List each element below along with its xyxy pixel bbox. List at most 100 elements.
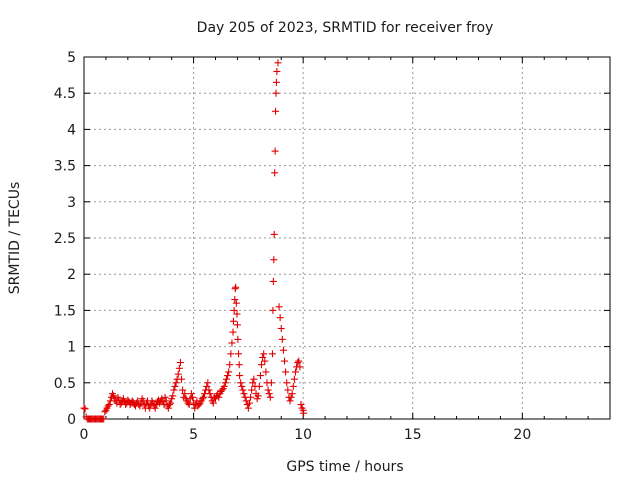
y-tick-label: 1.5	[54, 303, 76, 319]
data-point	[169, 392, 177, 400]
data-point	[110, 392, 118, 400]
data-point	[231, 296, 239, 304]
data-point	[221, 379, 229, 387]
y-tick-label: 2.5	[54, 231, 76, 247]
data-point	[119, 395, 127, 403]
data-point	[199, 393, 207, 401]
data-point	[282, 368, 290, 376]
data-point	[300, 409, 308, 417]
data-point	[105, 401, 113, 409]
x-tick-label: 20	[513, 427, 531, 443]
data-point	[281, 357, 289, 365]
data-point	[266, 393, 274, 401]
data-point	[172, 379, 180, 387]
data-point	[168, 395, 176, 403]
data-point	[296, 363, 304, 371]
chart-title: Day 205 of 2023, SRMTID for receiver fro…	[197, 20, 494, 36]
data-point	[198, 395, 206, 403]
data-point	[220, 382, 228, 390]
data-point	[283, 379, 291, 387]
data-point	[185, 401, 193, 409]
data-point	[262, 368, 270, 376]
x-axis-label: GPS time / hours	[286, 459, 403, 475]
data-point	[269, 277, 277, 285]
data-point	[81, 405, 89, 413]
data-point	[175, 364, 183, 372]
y-tick-label: 4	[67, 122, 76, 138]
data-point	[218, 386, 226, 394]
data-point	[235, 361, 243, 369]
data-point	[260, 350, 268, 358]
data-point	[187, 390, 195, 398]
x-tick-label: 10	[294, 427, 312, 443]
data-point	[275, 303, 283, 311]
data-point	[158, 395, 166, 403]
data-point	[256, 372, 264, 380]
data-point	[206, 390, 214, 398]
data-point	[247, 393, 255, 401]
data-point	[259, 353, 267, 361]
data-point	[279, 346, 287, 354]
data-point	[230, 306, 238, 314]
data-point	[228, 339, 236, 347]
data-point	[288, 390, 296, 398]
data-point	[297, 401, 305, 409]
x-tick-label: 5	[189, 427, 198, 443]
x-tick-label: 0	[80, 427, 89, 443]
data-point	[245, 399, 253, 407]
data-point	[271, 169, 279, 177]
data-point	[215, 393, 223, 401]
data-point	[291, 368, 299, 376]
data-point	[253, 395, 261, 403]
data-point	[171, 382, 179, 390]
data-point	[232, 299, 240, 307]
data-point	[159, 398, 167, 406]
data-point	[294, 359, 302, 367]
data-point	[178, 375, 186, 383]
y-tick-label: 4.5	[54, 86, 76, 102]
data-point	[170, 386, 178, 394]
y-tick-label: 5	[67, 50, 76, 66]
data-point	[237, 379, 245, 387]
data-point	[277, 325, 285, 332]
data-point	[258, 361, 266, 369]
data-point	[255, 382, 263, 390]
data-point	[238, 382, 246, 390]
data-point	[229, 328, 237, 336]
data-points	[80, 59, 308, 423]
data-point	[271, 147, 279, 155]
data-point	[212, 395, 219, 403]
data-point	[203, 382, 211, 390]
data-point	[248, 386, 256, 394]
data-point	[80, 404, 88, 412]
data-point	[286, 397, 294, 405]
data-point	[270, 256, 278, 264]
data-point	[181, 390, 189, 398]
data-point	[240, 390, 248, 398]
grid	[84, 57, 610, 419]
data-point	[204, 379, 212, 387]
y-tick-label: 0.5	[54, 376, 76, 392]
data-point	[233, 321, 241, 329]
y-tick-label: 0	[67, 412, 76, 428]
data-point	[165, 401, 173, 409]
data-point	[264, 386, 272, 394]
data-point	[152, 401, 160, 409]
data-point	[274, 59, 282, 67]
data-point	[114, 393, 122, 401]
y-axis-label: SRMTID / TECUs	[7, 182, 23, 295]
data-point	[244, 404, 252, 412]
data-point	[270, 230, 278, 238]
y-tick-label: 1	[67, 340, 76, 356]
data-point	[161, 393, 169, 401]
data-point	[195, 401, 203, 409]
data-point	[284, 386, 292, 394]
data-point	[272, 107, 280, 115]
data-point	[209, 399, 217, 407]
data-point	[205, 386, 213, 394]
data-point	[232, 283, 240, 291]
data-point	[290, 375, 298, 383]
data-point	[236, 372, 244, 380]
x-tick-label: 15	[404, 427, 422, 443]
